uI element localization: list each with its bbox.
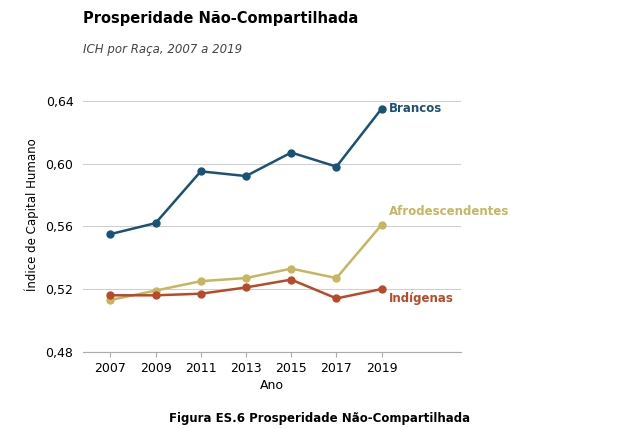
- Text: Prosperidade Não-Compartilhada: Prosperidade Não-Compartilhada: [83, 11, 358, 26]
- Text: Brancos: Brancos: [388, 102, 442, 115]
- Text: Figura ES.6 Prosperidade Não-Compartilhada: Figura ES.6 Prosperidade Não-Compartilha…: [170, 412, 470, 425]
- X-axis label: Ano: Ano: [260, 379, 284, 392]
- Y-axis label: Índice de Capital Humano: Índice de Capital Humano: [24, 138, 38, 291]
- Text: Indígenas: Indígenas: [388, 292, 453, 305]
- Text: ICH por Raça, 2007 a 2019: ICH por Raça, 2007 a 2019: [83, 43, 243, 56]
- Text: Afrodescendentes: Afrodescendentes: [388, 205, 509, 218]
